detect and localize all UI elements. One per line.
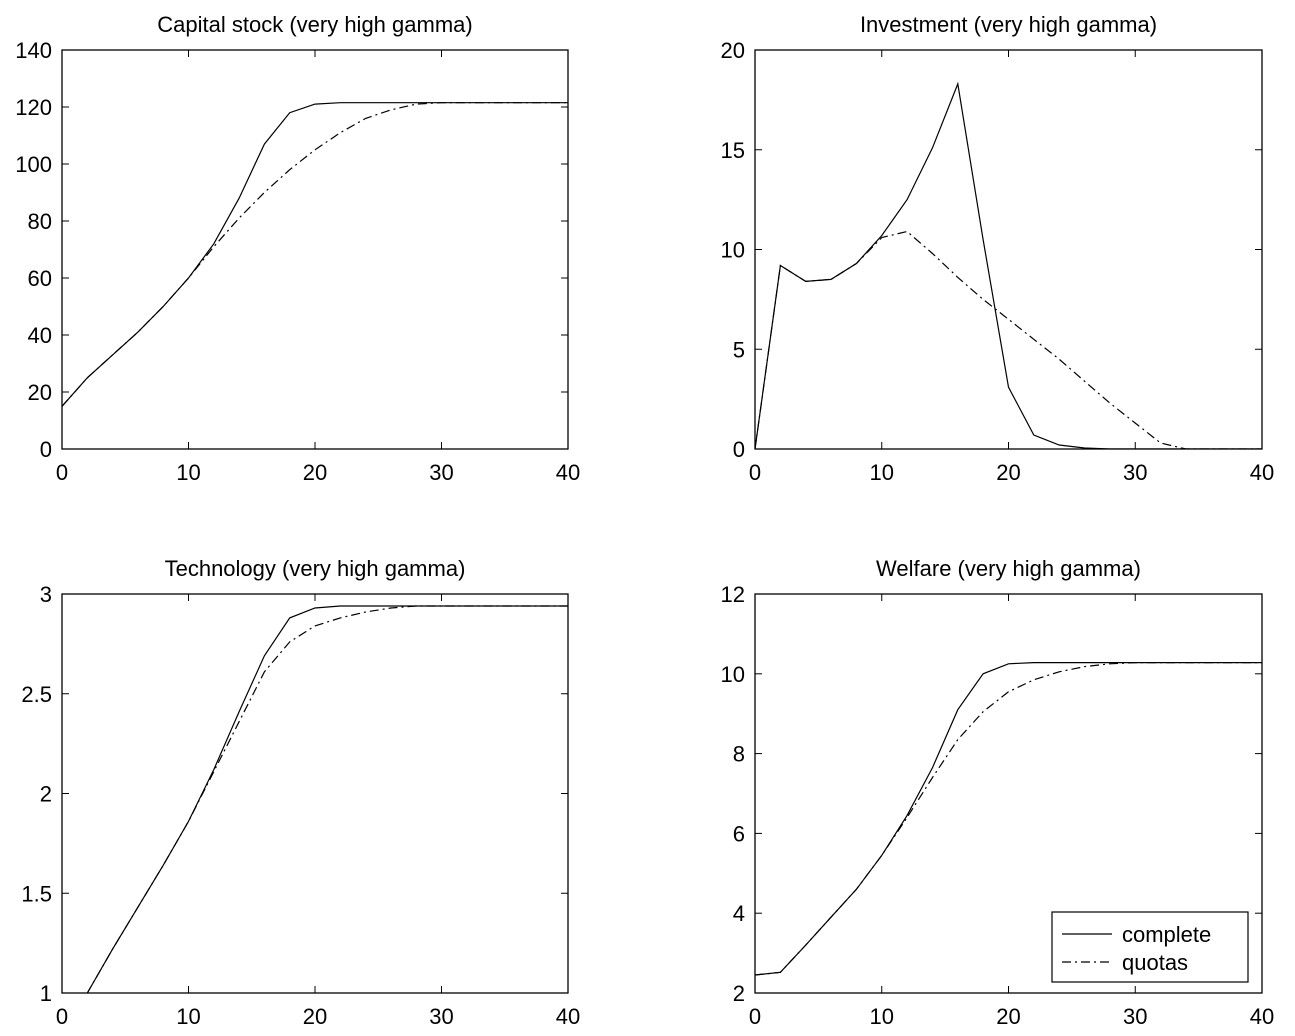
series-line-complete (62, 102, 568, 407)
x-tick-label: 40 (556, 460, 580, 485)
chart-panel-3: 0 10 20 30 40 2 4 6 8 10 12 Welfare (very high gamm… (721, 556, 1275, 1029)
x-tick-label: 10 (870, 1004, 894, 1029)
y-tick-label: 1 (40, 981, 52, 1006)
y-tick-label: 10 (721, 238, 745, 263)
x-tick-label: 20 (303, 1004, 327, 1029)
chart-panel-0: 0 10 20 30 40 0 20 40 60 80 100 120 140 Capital stock… (15, 12, 580, 485)
y-tick-label: 80 (28, 209, 52, 234)
y-tick-label: 12 (721, 582, 745, 607)
x-tick-label: 20 (303, 460, 327, 485)
series-line-quotas (755, 661, 1262, 976)
y-tick-label: 2 (40, 782, 52, 807)
series-line-complete (755, 661, 1262, 976)
y-tick-label: 120 (15, 95, 52, 120)
y-tick-label: 8 (733, 742, 745, 767)
plot-frame (61, 593, 569, 994)
x-tick-label: 20 (996, 1004, 1020, 1029)
chart-panel-2: 0 10 20 30 40 1 1.5 2 2.5 3 Technology (very high … (21, 556, 580, 1029)
y-tick-label: 10 (721, 662, 745, 687)
x-tick-label: 10 (176, 460, 200, 485)
y-tick-label: 3 (40, 582, 52, 607)
series-line-complete (86, 605, 568, 993)
x-tick-label: 40 (1250, 460, 1274, 485)
x-tick-label: 0 (56, 460, 68, 485)
x-tick-label: 0 (749, 1004, 761, 1029)
y-tick-label: 2.5 (21, 682, 52, 707)
plot-frame (754, 49, 1263, 450)
y-tick-label: 60 (28, 266, 52, 291)
y-tick-label: 5 (733, 337, 745, 362)
series-line-quotas (86, 605, 568, 993)
x-tick-label: 30 (1123, 460, 1147, 485)
y-tick-label: 0 (40, 437, 52, 462)
x-tick-label: 10 (176, 1004, 200, 1029)
y-tick-label: 20 (721, 38, 745, 63)
series-line-quotas (62, 102, 568, 407)
x-tick-label: 30 (1123, 1004, 1147, 1029)
x-tick-label: 20 (996, 460, 1020, 485)
chart-title: Technology (very high gamma) (165, 556, 466, 581)
chart-title: Welfare (very high gamma) (876, 556, 1141, 581)
chart-panel-1: 0 10 20 30 40 0 5 10 15 20 Investment (very high g… (721, 12, 1275, 485)
plot-frame (61, 49, 569, 450)
y-tick-label: 140 (15, 38, 52, 63)
series-line-quotas (755, 230, 1262, 449)
chart-title: Capital stock (very high gamma) (157, 12, 472, 37)
y-tick-label: 6 (733, 821, 745, 846)
legend-label-quotas: quotas (1122, 950, 1188, 975)
x-tick-label: 0 (56, 1004, 68, 1029)
y-tick-label: 20 (28, 380, 52, 405)
x-tick-label: 0 (749, 460, 761, 485)
y-tick-label: 100 (15, 152, 52, 177)
legend-box (1051, 911, 1249, 983)
y-tick-label: 1.5 (21, 881, 52, 906)
y-tick-label: 15 (721, 138, 745, 163)
chart-title: Investment (very high gamma) (860, 12, 1157, 37)
legend-label-complete: complete (1122, 922, 1211, 947)
y-tick-label: 2 (733, 981, 745, 1006)
x-tick-label: 40 (1250, 1004, 1274, 1029)
x-tick-label: 30 (429, 1004, 453, 1029)
y-tick-label: 4 (733, 901, 745, 926)
y-tick-label: 40 (28, 323, 52, 348)
x-tick-label: 30 (429, 460, 453, 485)
y-tick-label: 0 (733, 437, 745, 462)
x-tick-label: 10 (870, 460, 894, 485)
x-tick-label: 40 (556, 1004, 580, 1029)
series-line-complete (755, 81, 1262, 449)
